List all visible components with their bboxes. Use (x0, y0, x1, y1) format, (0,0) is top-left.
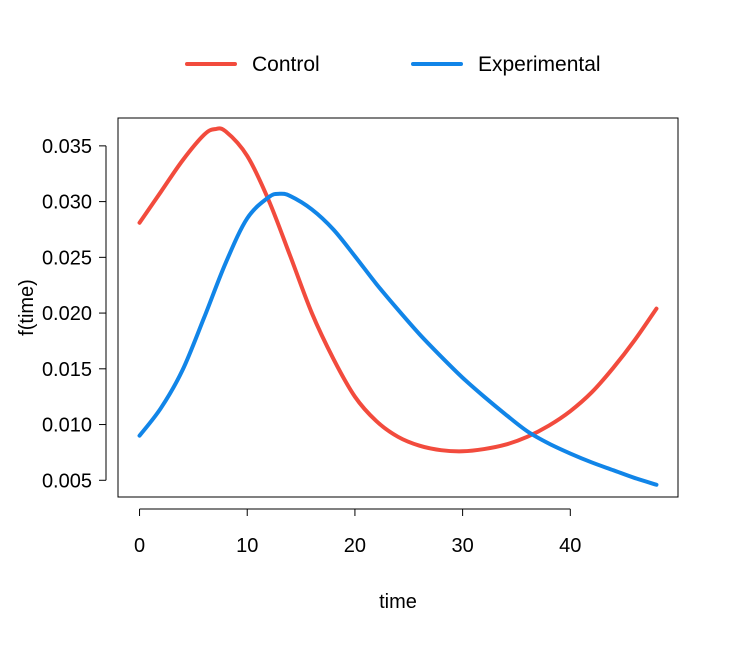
y-axis: 0.005 0.010 0.015 0.020 0.025 0.030 0.035 (42, 136, 107, 492)
x-tick-label: 10 (236, 535, 258, 557)
series-lines (137, 126, 659, 487)
y-tick-label: 0.025 (42, 247, 92, 269)
legend-label: Experimental (478, 53, 601, 76)
y-tick-label: 0.035 (42, 136, 92, 158)
x-tick-label: 40 (559, 535, 581, 557)
series-line-control (137, 126, 659, 454)
y-tick-label: 0.015 (42, 359, 92, 381)
legend: Control Experimental (185, 53, 601, 76)
y-axis-title: f(time) (16, 279, 38, 336)
legend-item-experimental: Experimental (411, 53, 601, 76)
plot-frame (117, 117, 679, 498)
y-tick-label: 0.005 (42, 470, 92, 492)
legend-label: Control (252, 53, 320, 76)
x-axis: 0 10 20 30 40 (134, 508, 581, 557)
x-tick-label: 0 (134, 535, 145, 557)
x-tick-label: 20 (344, 535, 366, 557)
legend-item-control: Control (185, 53, 320, 76)
x-axis-title: time (379, 591, 417, 613)
series-line-experimental (137, 191, 659, 487)
x-tick-label: 30 (451, 535, 473, 557)
y-tick-label: 0.020 (42, 303, 92, 325)
y-tick-label: 0.030 (42, 192, 92, 214)
y-tick-label: 0.010 (42, 415, 92, 437)
